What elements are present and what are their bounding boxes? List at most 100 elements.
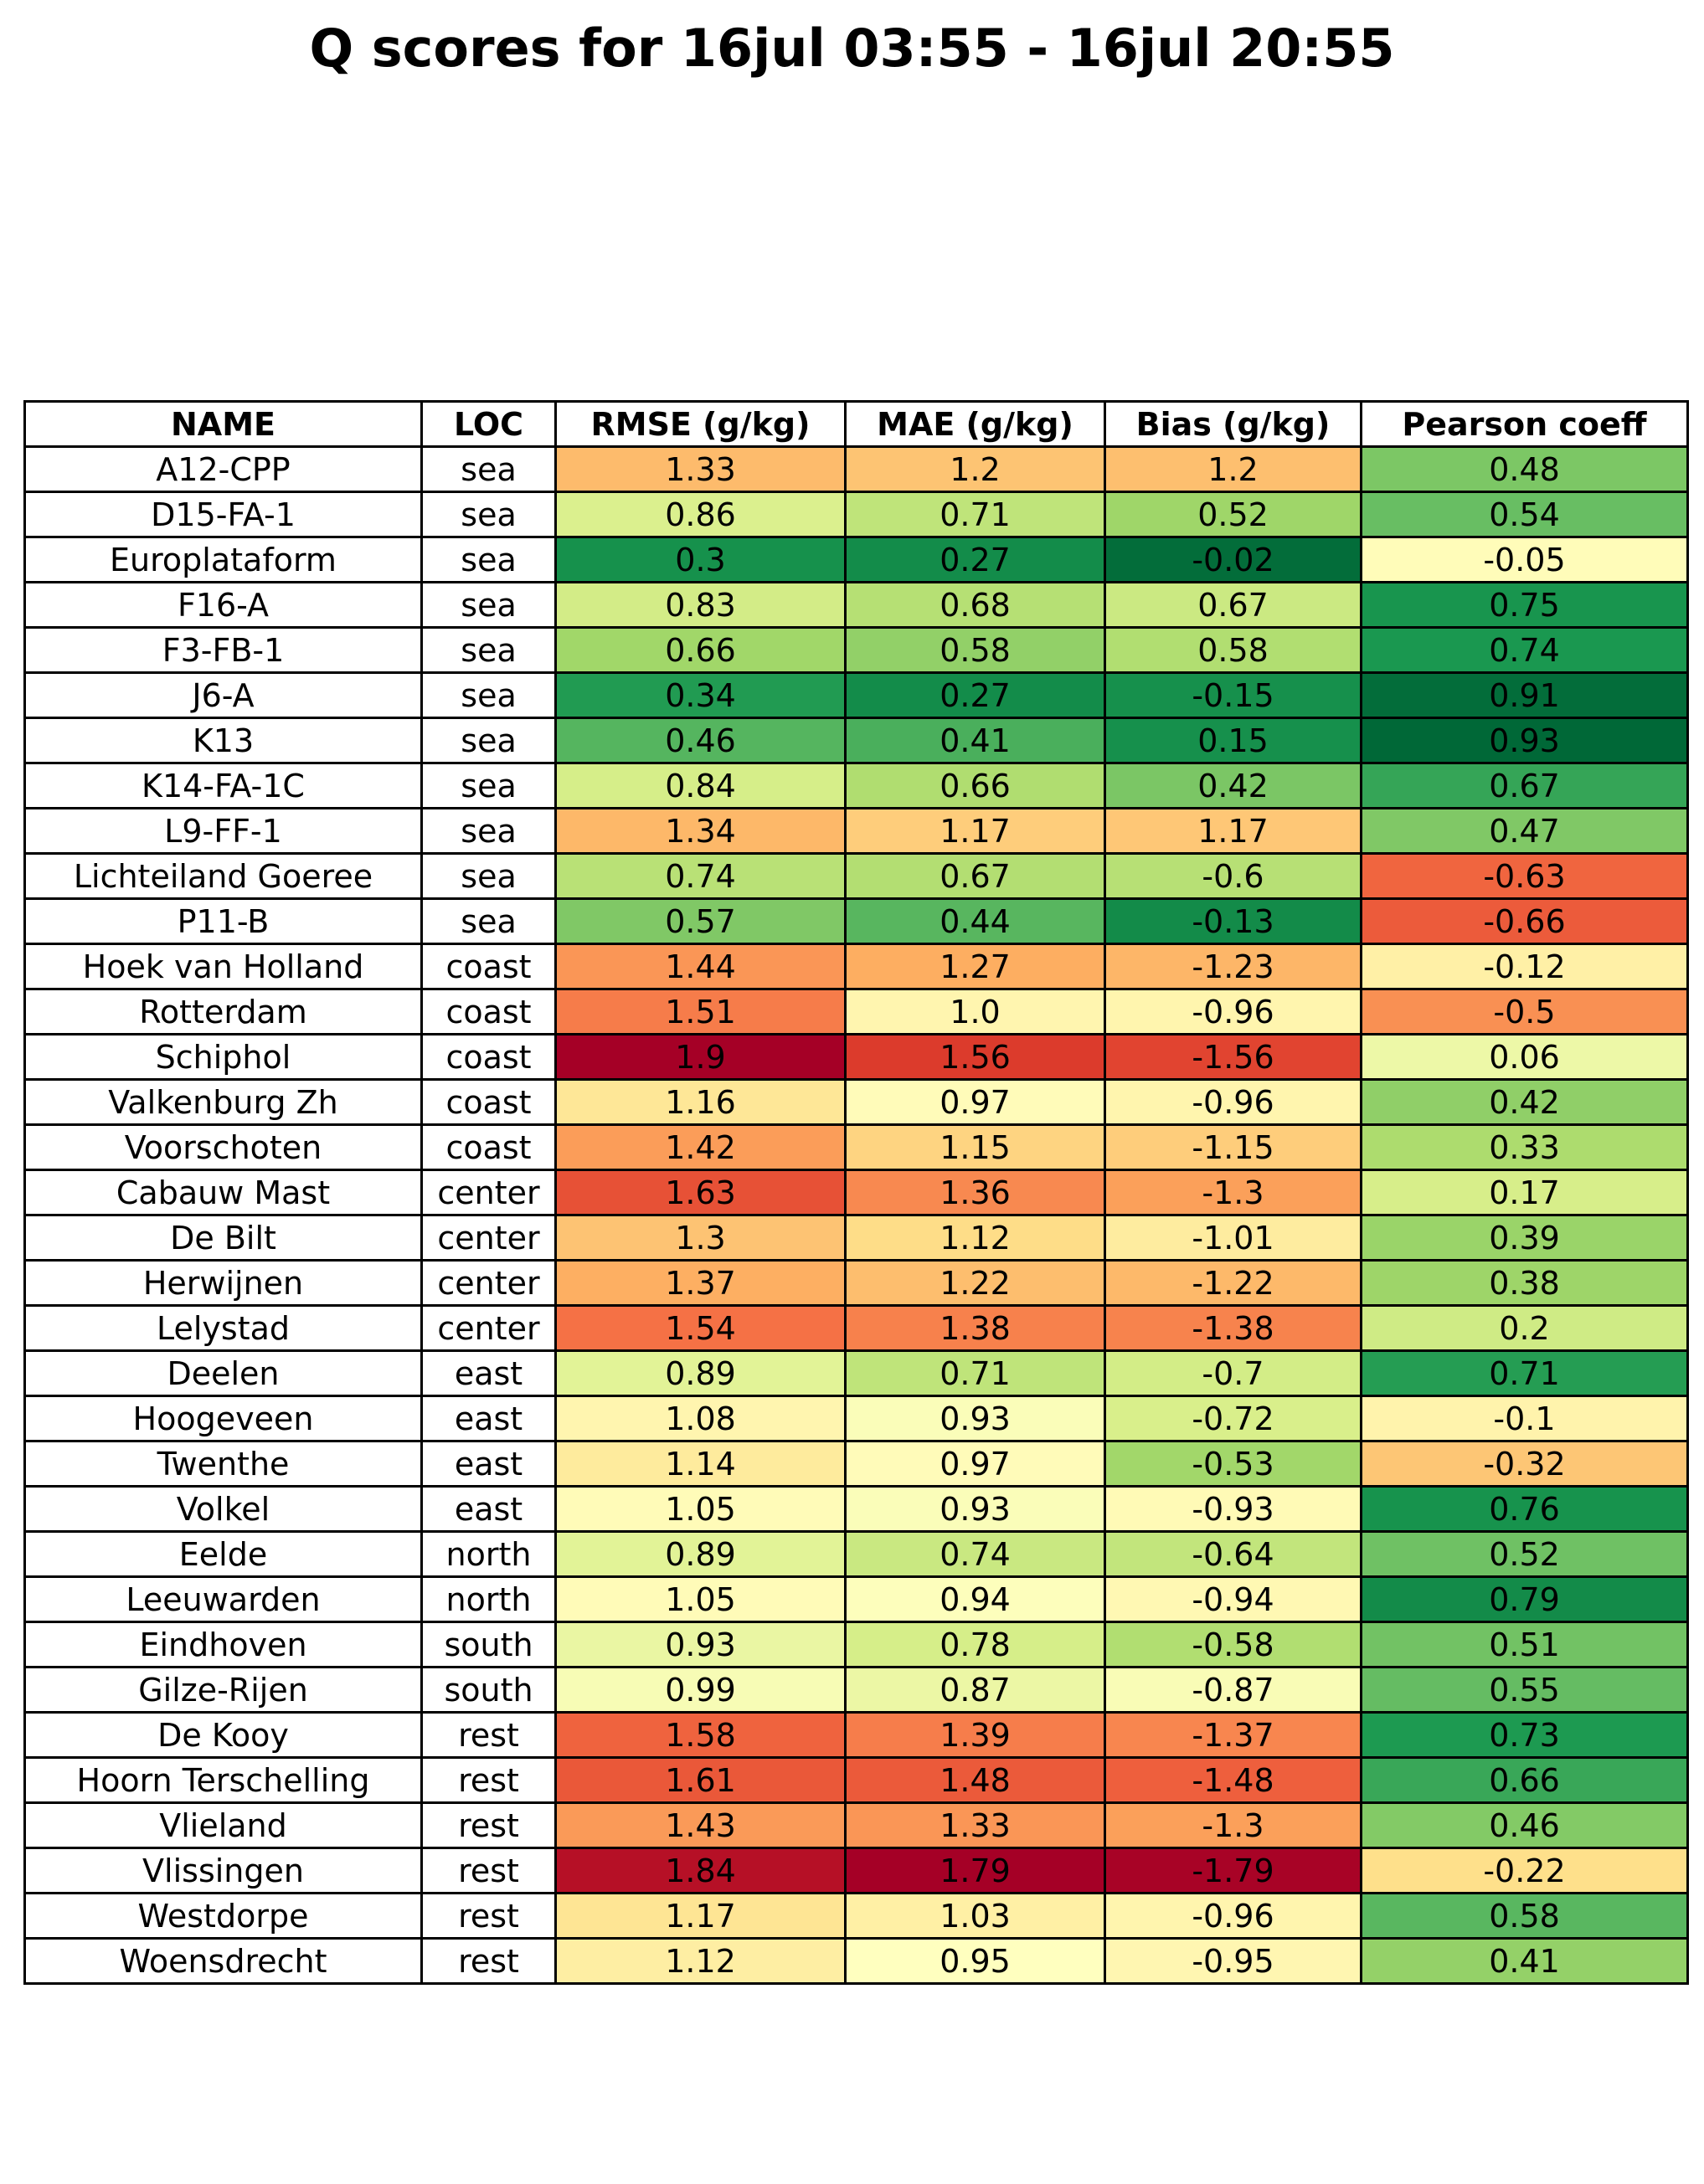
table-row: De Bilt center 1.3 1.12 -1.01 0.39 xyxy=(23,1214,1689,1262)
header-name: NAME xyxy=(23,400,423,448)
cell-loc: center xyxy=(420,1169,557,1216)
cell-loc: center xyxy=(420,1214,557,1262)
cell-mae: 1.12 xyxy=(844,1214,1106,1262)
cell-rmse: 1.17 xyxy=(554,1892,847,1940)
cell-bias: -0.72 xyxy=(1104,1395,1362,1442)
cell-name: Hoogeveen xyxy=(23,1395,423,1442)
cell-pearson: 0.41 xyxy=(1360,1937,1689,1985)
cell-rmse: 0.3 xyxy=(554,536,847,583)
cell-name: Vlissingen xyxy=(23,1847,423,1894)
cell-bias: -0.7 xyxy=(1104,1349,1362,1397)
cell-pearson: 0.38 xyxy=(1360,1259,1689,1307)
cell-pearson: 0.06 xyxy=(1360,1033,1689,1081)
cell-bias: -1.3 xyxy=(1104,1801,1362,1849)
cell-name: De Bilt xyxy=(23,1214,423,1262)
table-row: F3-FB-1 sea 0.66 0.58 0.58 0.74 xyxy=(23,626,1689,674)
cell-pearson: -0.22 xyxy=(1360,1847,1689,1894)
cell-pearson: 0.79 xyxy=(1360,1575,1689,1623)
cell-rmse: 1.44 xyxy=(554,943,847,990)
cell-bias: -0.6 xyxy=(1104,852,1362,900)
cell-mae: 1.15 xyxy=(844,1123,1106,1171)
cell-rmse: 0.46 xyxy=(554,717,847,764)
cell-loc: east xyxy=(420,1440,557,1488)
cell-pearson: 0.54 xyxy=(1360,491,1689,538)
table-row: P11-B sea 0.57 0.44 -0.13 -0.66 xyxy=(23,897,1689,945)
cell-rmse: 1.12 xyxy=(554,1937,847,1985)
cell-name: Herwijnen xyxy=(23,1259,423,1307)
cell-loc: sea xyxy=(420,445,557,493)
cell-rmse: 0.83 xyxy=(554,581,847,629)
cell-name: Valkenburg Zh xyxy=(23,1078,423,1126)
cell-mae: 1.36 xyxy=(844,1169,1106,1216)
table-row: Hoogeveen east 1.08 0.93 -0.72 -0.1 xyxy=(23,1395,1689,1442)
cell-rmse: 0.89 xyxy=(554,1349,847,1397)
table-row: Europlataform sea 0.3 0.27 -0.02 -0.05 xyxy=(23,536,1689,583)
cell-name: D15-FA-1 xyxy=(23,491,423,538)
cell-mae: 0.71 xyxy=(844,491,1106,538)
table-row: Volkel east 1.05 0.93 -0.93 0.76 xyxy=(23,1485,1689,1533)
cell-loc: east xyxy=(420,1349,557,1397)
cell-mae: 0.93 xyxy=(844,1485,1106,1533)
cell-name: L9-FF-1 xyxy=(23,807,423,855)
cell-name: Deelen xyxy=(23,1349,423,1397)
cell-bias: 1.17 xyxy=(1104,807,1362,855)
cell-rmse: 0.99 xyxy=(554,1666,847,1714)
header-bias: Bias (g/kg) xyxy=(1104,400,1362,448)
cell-loc: coast xyxy=(420,988,557,1035)
cell-rmse: 1.51 xyxy=(554,988,847,1035)
cell-name: Leeuwarden xyxy=(23,1575,423,1623)
cell-pearson: -0.1 xyxy=(1360,1395,1689,1442)
cell-name: F16-A xyxy=(23,581,423,629)
cell-loc: rest xyxy=(420,1892,557,1940)
cell-pearson: -0.66 xyxy=(1360,897,1689,945)
table-row: L9-FF-1 sea 1.34 1.17 1.17 0.47 xyxy=(23,807,1689,855)
cell-rmse: 1.3 xyxy=(554,1214,847,1262)
cell-rmse: 0.86 xyxy=(554,491,847,538)
cell-mae: 0.94 xyxy=(844,1575,1106,1623)
cell-bias: -1.37 xyxy=(1104,1711,1362,1759)
cell-name: Hoorn Terschelling xyxy=(23,1756,423,1804)
cell-mae: 1.39 xyxy=(844,1711,1106,1759)
cell-loc: sea xyxy=(420,897,557,945)
cell-name: Gilze-Rijen xyxy=(23,1666,423,1714)
cell-bias: -0.94 xyxy=(1104,1575,1362,1623)
cell-loc: south xyxy=(420,1666,557,1714)
cell-rmse: 0.84 xyxy=(554,762,847,809)
table-body: A12-CPP sea 1.33 1.2 1.2 0.48 D15-FA-1 sea 0.86 0… xyxy=(23,445,1689,1985)
table-row: K13 sea 0.46 0.41 0.15 0.93 xyxy=(23,717,1689,764)
cell-name: Rotterdam xyxy=(23,988,423,1035)
table-row: Twenthe east 1.14 0.97 -0.53 -0.32 xyxy=(23,1440,1689,1488)
cell-loc: rest xyxy=(420,1711,557,1759)
table-row: Herwijnen center 1.37 1.22 -1.22 0.38 xyxy=(23,1259,1689,1307)
cell-pearson: 0.48 xyxy=(1360,445,1689,493)
cell-bias: -0.93 xyxy=(1104,1485,1362,1533)
cell-rmse: 1.54 xyxy=(554,1304,847,1352)
cell-rmse: 1.08 xyxy=(554,1395,847,1442)
cell-name: Voorschoten xyxy=(23,1123,423,1171)
cell-rmse: 1.16 xyxy=(554,1078,847,1126)
cell-pearson: -0.12 xyxy=(1360,943,1689,990)
cell-rmse: 1.34 xyxy=(554,807,847,855)
cell-bias: -0.64 xyxy=(1104,1530,1362,1578)
table-row: F16-A sea 0.83 0.68 0.67 0.75 xyxy=(23,581,1689,629)
cell-bias: -0.96 xyxy=(1104,1892,1362,1940)
cell-pearson: 0.55 xyxy=(1360,1666,1689,1714)
cell-bias: -0.95 xyxy=(1104,1937,1362,1985)
cell-loc: rest xyxy=(420,1937,557,1985)
cell-loc: sea xyxy=(420,626,557,674)
table-row: Eelde north 0.89 0.74 -0.64 0.52 xyxy=(23,1530,1689,1578)
cell-name: F3-FB-1 xyxy=(23,626,423,674)
cell-name: Cabauw Mast xyxy=(23,1169,423,1216)
cell-pearson: 0.66 xyxy=(1360,1756,1689,1804)
cell-loc: sea xyxy=(420,536,557,583)
cell-bias: -1.79 xyxy=(1104,1847,1362,1894)
cell-loc: north xyxy=(420,1575,557,1623)
table-row: D15-FA-1 sea 0.86 0.71 0.52 0.54 xyxy=(23,491,1689,538)
cell-rmse: 0.57 xyxy=(554,897,847,945)
cell-pearson: 0.52 xyxy=(1360,1530,1689,1578)
cell-bias: -1.15 xyxy=(1104,1123,1362,1171)
cell-name: Volkel xyxy=(23,1485,423,1533)
cell-rmse: 0.66 xyxy=(554,626,847,674)
cell-loc: east xyxy=(420,1485,557,1533)
cell-mae: 0.41 xyxy=(844,717,1106,764)
